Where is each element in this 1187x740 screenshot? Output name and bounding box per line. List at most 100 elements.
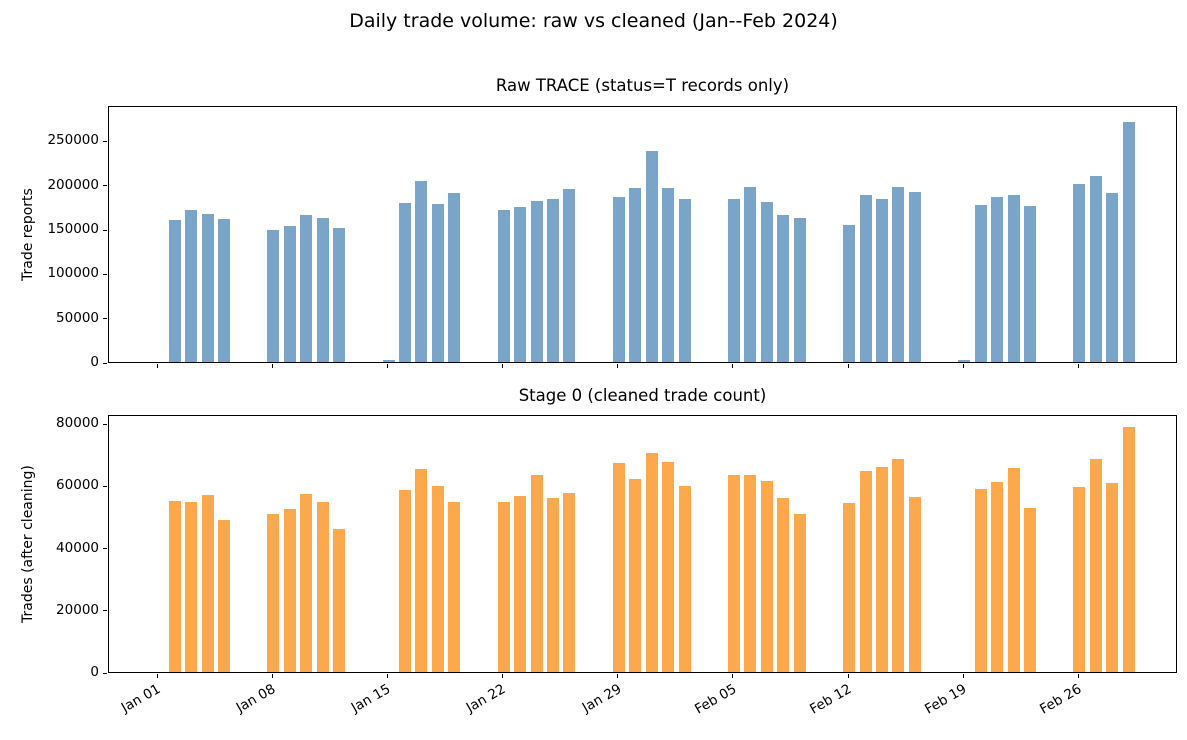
raw-bar-jan-02 (168, 220, 181, 362)
raw-x-tick-mark (962, 364, 964, 368)
raw-bar-feb-14 (875, 199, 888, 362)
raw-bar-jan-29 (612, 197, 625, 362)
raw-bar-jan-16 (399, 203, 412, 362)
raw-x-tick-mark (156, 364, 158, 368)
raw-y-tick-mark (103, 362, 107, 364)
cleaned-x-tick-mark (1077, 674, 1079, 678)
raw-bar-feb-08 (777, 215, 790, 362)
x-tick-label-feb-05: Feb 05 (691, 681, 739, 718)
cleaned-x-tick-mark (387, 674, 389, 678)
cleaned-bar-feb-08 (777, 498, 790, 672)
cleaned-bar-jan-10 (300, 494, 313, 672)
cleaned-bar-feb-09 (793, 514, 806, 672)
cleaned-bar-jan-09 (283, 509, 296, 672)
raw-y-tick-label: 100000 (47, 265, 99, 282)
raw-bar-feb-01 (662, 188, 675, 362)
raw-bar-feb-21 (991, 197, 1004, 362)
cleaned-bar-feb-28 (1106, 483, 1119, 672)
raw-bar-feb-02 (678, 199, 691, 362)
cleaned-bar-feb-16 (908, 497, 921, 672)
cleaned-bar-feb-12 (843, 503, 856, 672)
cleaned-x-tick-mark (502, 674, 504, 678)
raw-y-tick-mark (103, 273, 107, 275)
raw-x-tick-mark (271, 364, 273, 368)
raw-bar-feb-22 (1007, 195, 1020, 362)
raw-bar-feb-27 (1089, 176, 1102, 362)
cleaned-x-tick-mark (617, 674, 619, 678)
raw-bar-jan-05 (218, 219, 231, 362)
x-tick-label-feb-12: Feb 12 (806, 681, 855, 718)
cleaned-bar-feb-05 (727, 475, 740, 672)
cleaned-y-tick-label: 0 (90, 664, 99, 680)
raw-bar-feb-12 (843, 225, 856, 362)
raw-bar-feb-13 (859, 195, 872, 362)
raw-chart-title: Raw TRACE (status=T records only) (495, 76, 790, 95)
raw-y-tick-mark (103, 318, 107, 320)
cleaned-bar-jan-19 (448, 502, 461, 672)
raw-bar-jan-03 (185, 210, 198, 362)
raw-bar-jan-30 (629, 188, 642, 362)
cleaned-chart-title: Stage 0 (cleaned trade count) (518, 386, 767, 405)
cleaned-bar-jan-24 (530, 475, 543, 672)
cleaned-y-tick-label: 60000 (56, 477, 99, 494)
raw-bar-jan-24 (530, 201, 543, 362)
raw-y-tick-mark (103, 140, 107, 142)
x-tick-label-jan-01: Jan 01 (118, 681, 164, 716)
cleaned-bar-feb-01 (662, 462, 675, 672)
raw-x-tick-mark (732, 364, 734, 368)
cleaned-bar-feb-06 (744, 475, 757, 672)
cleaned-bar-feb-15 (892, 459, 905, 672)
cleaned-bar-feb-27 (1089, 459, 1102, 672)
x-tick-label-jan-08: Jan 08 (233, 681, 279, 716)
cleaned-bar-jan-11 (316, 502, 329, 672)
cleaned-x-tick-mark (847, 674, 849, 678)
raw-bar-feb-26 (1073, 184, 1086, 362)
cleaned-bar-feb-20 (974, 489, 987, 672)
cleaned-bar-feb-13 (859, 471, 872, 672)
raw-x-tick-mark (502, 364, 504, 368)
raw-bar-feb-15 (892, 187, 905, 362)
cleaned-y-tick-label: 40000 (56, 539, 99, 556)
cleaned-bar-jan-30 (629, 479, 642, 672)
cleaned-y-tick-mark (103, 485, 107, 487)
cleaned-y-tick-label: 20000 (56, 601, 99, 618)
cleaned-bar-jan-02 (168, 501, 181, 672)
raw-bar-jan-10 (300, 215, 313, 362)
raw-bar-jan-19 (448, 193, 461, 362)
raw-bar-jan-23 (514, 207, 527, 362)
raw-bar-feb-07 (760, 202, 773, 362)
x-tick-label-feb-26: Feb 26 (1037, 681, 1085, 718)
raw-bar-feb-28 (1106, 193, 1119, 362)
raw-y-tick-mark (103, 185, 107, 187)
cleaned-bar-jan-29 (612, 463, 625, 672)
cleaned-bar-jan-31 (645, 453, 658, 672)
raw-bar-jan-25 (547, 199, 560, 362)
x-tick-label-feb-19: Feb 19 (921, 681, 970, 718)
cleaned-bar-feb-02 (678, 486, 691, 672)
raw-bar-feb-23 (1023, 206, 1036, 362)
cleaned-bar-jan-23 (514, 496, 527, 672)
cleaned-bar-feb-22 (1007, 468, 1020, 672)
raw-bar-feb-06 (744, 187, 757, 362)
raw-y-tick-label: 250000 (47, 132, 99, 149)
raw-bar-jan-26 (563, 189, 576, 362)
cleaned-bar-jan-16 (399, 490, 412, 672)
cleaned-bar-jan-12 (333, 529, 346, 672)
x-tick-label-jan-22: Jan 22 (464, 681, 509, 716)
raw-bar-jan-12 (333, 228, 346, 362)
raw-bar-feb-09 (793, 218, 806, 362)
cleaned-bar-feb-26 (1073, 487, 1086, 672)
cleaned-bar-jan-05 (218, 520, 231, 672)
cleaned-bar-jan-17 (415, 469, 428, 672)
raw-bar-jan-18 (431, 204, 444, 362)
raw-x-tick-mark (387, 364, 389, 368)
raw-chart-panel (108, 106, 1177, 363)
raw-bar-jan-31 (645, 151, 658, 362)
raw-bar-feb-16 (908, 192, 921, 362)
cleaned-y-tick-mark (103, 610, 107, 612)
raw-bar-jan-09 (283, 226, 296, 362)
raw-bar-feb-05 (727, 199, 740, 362)
figure-title: Daily trade volume: raw vs cleaned (Jan-… (349, 10, 838, 32)
raw-bar-feb-20 (974, 205, 987, 362)
